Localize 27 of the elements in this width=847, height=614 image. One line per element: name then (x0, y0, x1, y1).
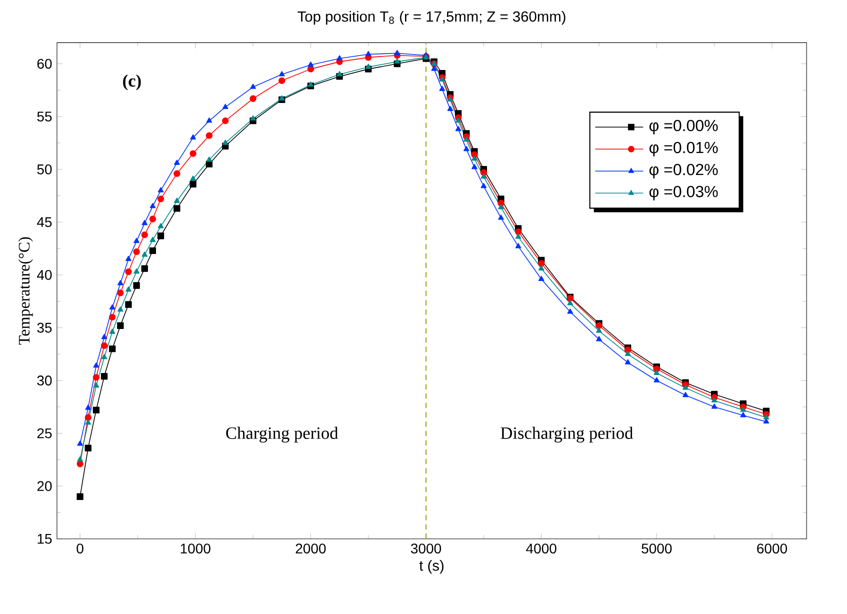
chart-title: Top position T$_{8}$ (r = 17,5mm; Z = 360mm) (298, 11, 566, 25)
legend-label: φ =0.00% (649, 120, 718, 135)
x-tick-label: 1000 (180, 544, 210, 554)
x-tick-label: 6000 (757, 544, 788, 554)
y-axis-title: Temperature(°C) (18, 237, 33, 345)
y-tick-label: 50 (37, 164, 52, 175)
x-tick-label: 0 (76, 544, 84, 554)
y-tick-label: 60 (37, 59, 52, 69)
legend-label: φ =0.01% (649, 142, 718, 157)
y-tick-label: 30 (37, 376, 52, 386)
annotation: (c) (123, 74, 141, 90)
y-tick-label: 35 (37, 322, 52, 333)
y-tick-label: 20 (37, 481, 52, 492)
y-tick-label: 15 (38, 534, 52, 544)
y-tick-label: 25 (37, 428, 52, 438)
y-tick-label: 40 (36, 270, 52, 280)
annotation: Discharging period (500, 427, 634, 443)
x-tick-label: 5000 (642, 544, 672, 554)
y-tick-label: 45 (36, 217, 52, 228)
x-axis-title: t (s) (419, 560, 444, 574)
legend-label: φ =0.02% (649, 164, 718, 179)
x-tick-label: 2000 (296, 544, 326, 554)
x-tick-label: 4000 (526, 544, 556, 554)
y-tick-label: 55 (37, 112, 52, 122)
x-tick-label: 3000 (410, 544, 442, 554)
annotation: Charging period (226, 427, 338, 443)
legend-label: φ =0.03% (649, 186, 718, 201)
